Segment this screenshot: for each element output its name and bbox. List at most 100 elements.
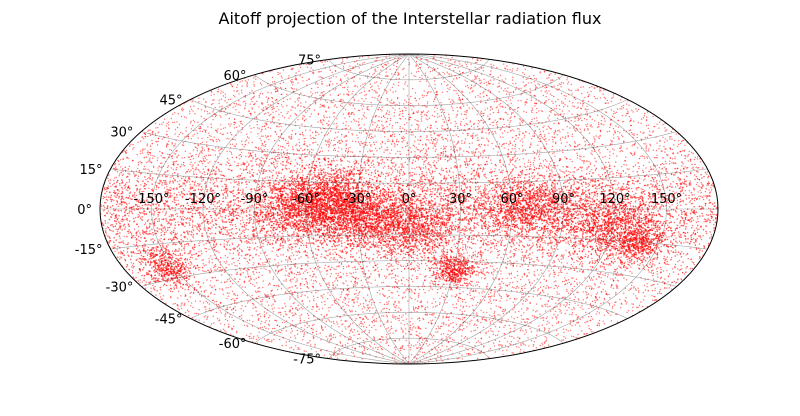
data-point — [375, 189, 377, 191]
data-point — [544, 310, 547, 312]
data-point — [392, 317, 395, 319]
data-point — [290, 109, 292, 111]
data-point — [604, 272, 607, 275]
data-point — [259, 163, 261, 165]
data-point — [420, 262, 423, 265]
data-point — [139, 234, 141, 236]
data-point — [204, 315, 207, 317]
data-point — [178, 309, 180, 311]
data-point — [576, 282, 578, 284]
data-point — [594, 157, 596, 159]
data-point — [266, 301, 268, 303]
data-point — [611, 247, 613, 250]
data-point — [345, 143, 348, 145]
data-point — [469, 120, 471, 122]
data-point — [311, 324, 314, 327]
data-point — [232, 176, 235, 179]
data-point — [255, 268, 257, 271]
data-point — [706, 173, 708, 175]
data-point — [583, 333, 585, 335]
data-point — [439, 109, 442, 111]
data-point — [599, 90, 601, 92]
data-point — [258, 159, 261, 161]
data-point — [213, 322, 215, 324]
data-point — [315, 83, 317, 85]
data-point — [275, 254, 278, 256]
data-point — [104, 188, 107, 191]
data-point — [343, 313, 345, 316]
data-point — [700, 182, 702, 184]
data-point — [652, 258, 654, 260]
data-point — [560, 258, 562, 260]
data-point — [496, 124, 498, 126]
data-point — [299, 315, 301, 317]
data-point — [291, 237, 293, 239]
data-point — [513, 304, 516, 306]
data-point — [359, 144, 361, 146]
data-point — [310, 148, 313, 150]
data-point — [581, 261, 583, 263]
data-point — [425, 343, 427, 345]
data-point — [189, 106, 192, 108]
data-point — [256, 245, 259, 248]
data-point — [190, 128, 192, 130]
data-point — [528, 132, 530, 135]
data-point — [338, 142, 341, 144]
data-point — [568, 110, 570, 112]
data-point — [236, 183, 239, 186]
data-point — [278, 285, 280, 288]
data-point — [314, 248, 317, 250]
data-point — [161, 218, 163, 221]
data-point — [324, 100, 327, 102]
data-point — [139, 188, 141, 190]
data-point — [557, 76, 559, 79]
data-point — [300, 92, 302, 94]
data-point — [323, 90, 325, 93]
data-point — [277, 255, 279, 258]
data-point — [521, 308, 523, 310]
data-point — [313, 137, 315, 140]
data-point — [402, 189, 404, 192]
data-point — [590, 219, 593, 221]
data-point — [409, 327, 411, 329]
data-point — [220, 174, 222, 176]
data-point — [249, 300, 251, 302]
data-point — [683, 273, 686, 275]
data-point — [336, 280, 339, 282]
data-point — [560, 312, 563, 314]
data-point — [385, 92, 388, 94]
data-point — [496, 248, 498, 251]
data-point — [696, 229, 699, 231]
data-point — [370, 174, 372, 176]
data-point — [233, 203, 235, 206]
data-point — [509, 177, 511, 180]
data-point — [545, 305, 547, 307]
data-point — [574, 243, 577, 245]
data-point — [550, 239, 552, 241]
data-point — [376, 252, 378, 254]
data-point — [572, 265, 574, 268]
data-point — [574, 129, 576, 131]
data-point — [277, 312, 280, 314]
data-point — [344, 241, 346, 244]
data-point — [490, 63, 492, 65]
data-point — [489, 190, 491, 192]
data-point — [588, 327, 590, 330]
data-point — [396, 103, 398, 106]
data-point — [425, 143, 427, 145]
data-point — [286, 98, 289, 101]
data-point — [454, 331, 456, 333]
data-point — [510, 256, 513, 258]
data-point — [377, 270, 380, 272]
data-point — [474, 96, 477, 98]
data-point — [381, 140, 383, 143]
data-point — [205, 242, 207, 245]
data-point — [428, 139, 430, 141]
data-point — [197, 168, 199, 171]
data-point — [434, 106, 436, 109]
data-point — [192, 237, 194, 239]
data-point — [296, 98, 299, 100]
data-point — [317, 296, 319, 299]
data-point — [402, 277, 404, 279]
data-point — [477, 272, 480, 274]
